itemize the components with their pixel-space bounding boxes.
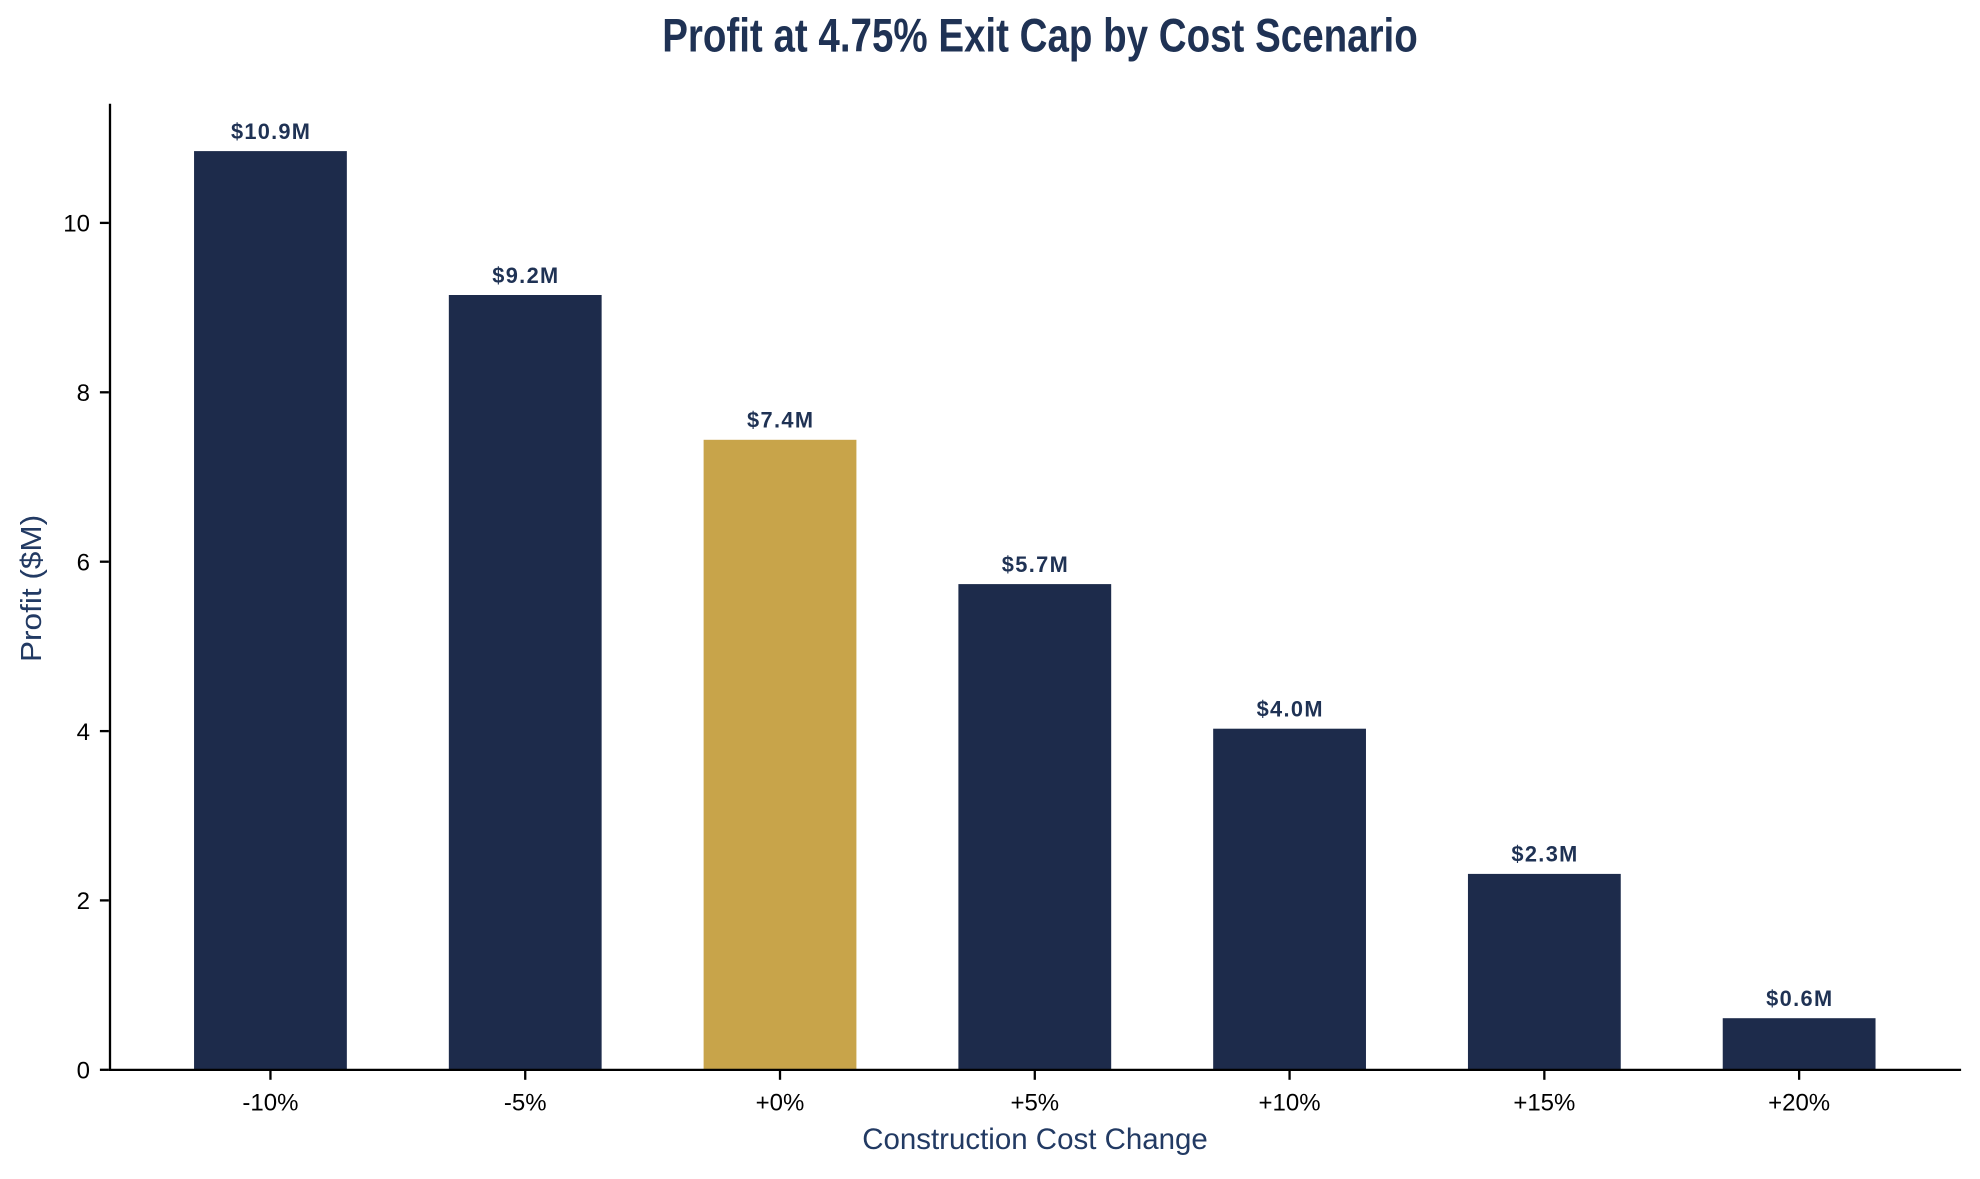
svg-text:10: 10: [63, 211, 90, 238]
svg-text:$9.2M: $9.2M: [492, 263, 558, 288]
svg-text:$5.7M: $5.7M: [1002, 552, 1068, 577]
svg-text:Construction Cost Change: Construction Cost Change: [862, 1123, 1208, 1156]
svg-text:Profit at 4.75% Exit Cap by Co: Profit at 4.75% Exit Cap by Cost Scenari…: [662, 10, 1418, 63]
svg-text:+0%: +0%: [756, 1090, 805, 1117]
svg-text:$4.0M: $4.0M: [1257, 697, 1323, 722]
svg-text:Profit ($M): Profit ($M): [16, 515, 48, 662]
svg-text:4: 4: [77, 719, 90, 746]
svg-text:-5%: -5%: [504, 1090, 547, 1117]
svg-text:6: 6: [77, 549, 90, 576]
svg-text:+20%: +20%: [1768, 1090, 1830, 1117]
svg-text:$10.9M: $10.9M: [231, 119, 310, 144]
svg-text:8: 8: [77, 380, 90, 407]
svg-text:$2.3M: $2.3M: [1511, 842, 1577, 867]
svg-text:+5%: +5%: [1010, 1090, 1059, 1117]
svg-text:0: 0: [77, 1058, 90, 1085]
svg-text:+10%: +10%: [1259, 1090, 1321, 1117]
svg-text:2: 2: [77, 888, 90, 915]
svg-text:$0.6M: $0.6M: [1766, 986, 1832, 1011]
svg-text:+15%: +15%: [1513, 1090, 1575, 1117]
svg-text:-10%: -10%: [242, 1090, 298, 1117]
svg-text:$7.4M: $7.4M: [747, 408, 813, 433]
